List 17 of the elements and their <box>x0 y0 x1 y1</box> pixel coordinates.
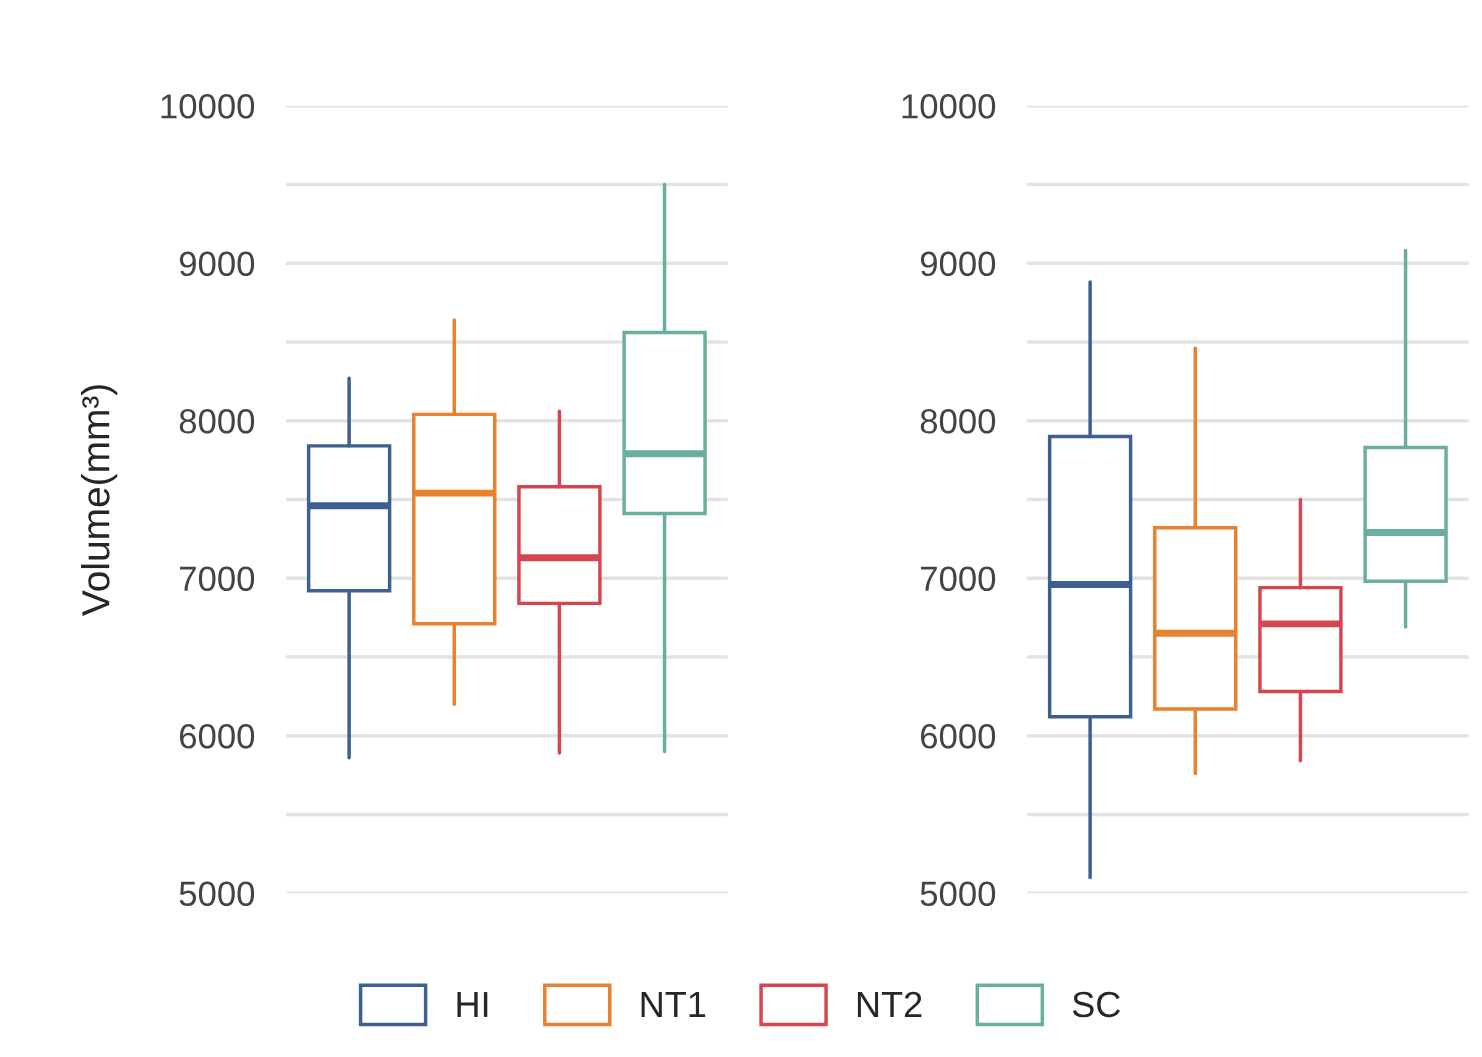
y-tick-label: 6000 <box>921 724 996 749</box>
y-tick-label: 9000 <box>179 251 255 277</box>
legend-label: NT2 <box>857 991 922 1017</box>
y-tick-label: 7000 <box>921 566 996 592</box>
y-tick-label: 8000 <box>179 409 255 434</box>
legend-label: NT1 <box>641 992 706 1017</box>
y-tick-label: 9000 <box>920 251 996 277</box>
y-tick-label: 5000 <box>179 881 255 907</box>
y-tick-label: 6000 <box>180 724 255 749</box>
y-tick-label: 7000 <box>180 566 255 592</box>
y-axis-title: Volume(mm³) <box>81 385 118 616</box>
y-tick-label: 8000 <box>920 409 996 434</box>
legend-label: HI <box>457 992 488 1017</box>
y-tick-label: 10000 <box>902 94 996 119</box>
y-tick-label: 5000 <box>920 881 996 907</box>
legend-label: SC <box>1072 991 1120 1018</box>
y-tick-label: 10000 <box>161 94 255 119</box>
